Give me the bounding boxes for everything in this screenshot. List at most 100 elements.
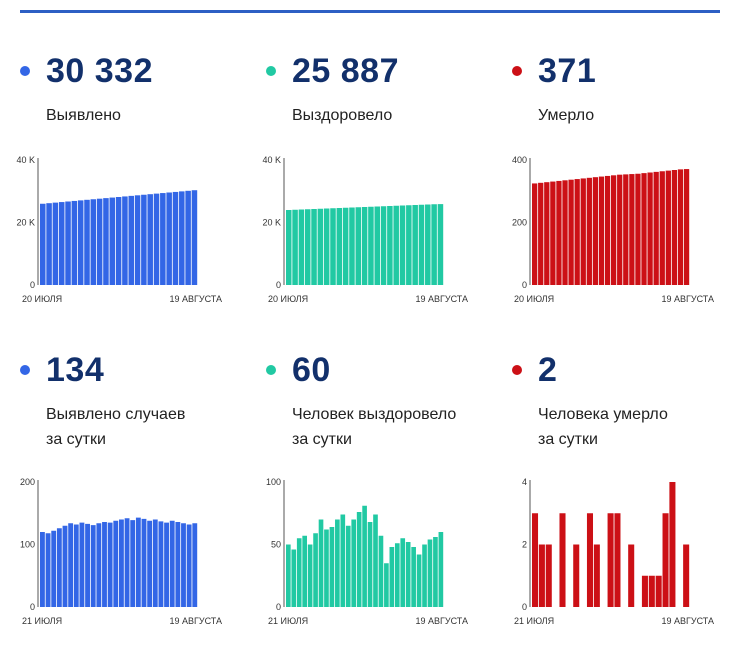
- bar: [617, 174, 623, 285]
- recovered-total-value: 25 887: [292, 52, 399, 90]
- bar: [574, 179, 580, 285]
- y-tick-label: 0: [522, 280, 527, 290]
- bar: [532, 183, 538, 285]
- bar: [185, 190, 191, 285]
- bar: [586, 177, 592, 285]
- bar: [362, 505, 367, 607]
- card-recovered-total: 25 887 Выздоровело 0 20 K 40 K 20 ИЮЛЯ 19 АВ…: [262, 0, 506, 320]
- bar: [311, 209, 317, 285]
- bar: [130, 520, 136, 607]
- bar: [677, 169, 684, 285]
- chart-deaths-daily: 0 2 4 21 ИЮЛЯ 19 АВГУСТА: [514, 477, 714, 626]
- x-tick-label-start: 20 ИЮЛЯ: [22, 294, 62, 304]
- y-tick-label: 0: [276, 602, 281, 612]
- green-dot-icon: [266, 365, 276, 375]
- blue-dot-icon: [20, 365, 30, 375]
- bar: [559, 513, 566, 607]
- y-tick-label: 100: [266, 477, 281, 487]
- x-tick-label-end: 19 АВГУСТА: [661, 616, 714, 626]
- bar: [62, 525, 68, 607]
- y-tick-label: 0: [522, 602, 527, 612]
- bar: [635, 173, 641, 285]
- bar: [655, 575, 662, 607]
- bar: [607, 513, 614, 607]
- bar: [124, 518, 130, 607]
- bar: [166, 192, 172, 285]
- detected-total-label: Выявлено: [46, 107, 121, 124]
- bar: [286, 210, 292, 285]
- bar: [292, 209, 298, 285]
- bar: [45, 533, 51, 607]
- bar: [68, 523, 74, 607]
- bar: [659, 171, 665, 285]
- y-tick-label: 400: [512, 155, 527, 165]
- deaths-daily-value: 2: [538, 351, 558, 389]
- bar: [573, 544, 580, 607]
- bar: [323, 208, 330, 285]
- bar: [85, 523, 90, 607]
- card-recovered-daily: 60 Человек выздоровело за сутки 0 50 100 21…: [266, 320, 506, 649]
- bar: [598, 176, 605, 285]
- bar: [665, 170, 671, 285]
- bar: [40, 532, 45, 607]
- y-tick-label: 2: [522, 540, 527, 550]
- bar: [623, 174, 629, 285]
- bar: [378, 535, 384, 607]
- bar: [387, 206, 393, 285]
- bar: [425, 204, 431, 285]
- bar: [351, 519, 357, 607]
- bar: [147, 520, 153, 607]
- bar: [160, 193, 166, 285]
- bar: [373, 514, 378, 607]
- bar: [335, 519, 340, 607]
- bar: [361, 207, 368, 285]
- bar: [418, 204, 425, 285]
- recovered-total-label: Выздоровело: [292, 107, 393, 124]
- detected-daily-value: 134: [46, 351, 105, 389]
- bar: [437, 204, 444, 285]
- y-tick-label: 0: [276, 280, 281, 290]
- bar: [374, 206, 380, 285]
- bar: [340, 514, 346, 607]
- bar: [291, 549, 297, 607]
- bar: [411, 547, 416, 607]
- bar: [586, 513, 594, 607]
- bar: [427, 539, 433, 607]
- chart-recovered-total: 0 20 K 40 K 20 ИЮЛЯ 19 АВГУСТА: [262, 155, 468, 304]
- bar: [406, 205, 412, 285]
- bar: [90, 525, 96, 607]
- bar: [40, 203, 46, 285]
- bar: [368, 206, 374, 285]
- bar: [296, 538, 302, 607]
- y-tick-label: 20 K: [16, 218, 35, 228]
- bar: [286, 544, 291, 607]
- x-tick-label-end: 19 АВГУСТА: [415, 294, 468, 304]
- bar: [384, 563, 389, 607]
- bar: [52, 202, 59, 285]
- bar: [317, 208, 324, 285]
- bar: [568, 179, 574, 285]
- x-tick-label-start: 20 ИЮЛЯ: [268, 294, 308, 304]
- bar: [393, 205, 399, 285]
- bar: [134, 195, 141, 285]
- bar: [128, 195, 134, 285]
- bar: [113, 520, 119, 607]
- bar: [102, 522, 107, 607]
- bar: [329, 527, 335, 607]
- y-tick-label: 40 K: [16, 155, 35, 165]
- bar: [412, 205, 418, 285]
- recovered-daily-label: Человек выздоровело за сутки: [292, 406, 457, 448]
- detected-daily-label: Выявлено случаев за сутки: [46, 406, 186, 448]
- bar: [367, 522, 373, 607]
- bar: [416, 554, 422, 607]
- y-tick-label: 40 K: [262, 155, 281, 165]
- bar: [77, 200, 84, 285]
- bar: [550, 181, 556, 285]
- bar: [307, 544, 313, 607]
- bar: [399, 205, 406, 285]
- bar: [186, 524, 192, 607]
- x-tick-label-end: 19 АВГУСТА: [169, 616, 222, 626]
- red-dot-icon: [512, 66, 522, 76]
- bar: [433, 537, 438, 607]
- bar: [169, 520, 175, 607]
